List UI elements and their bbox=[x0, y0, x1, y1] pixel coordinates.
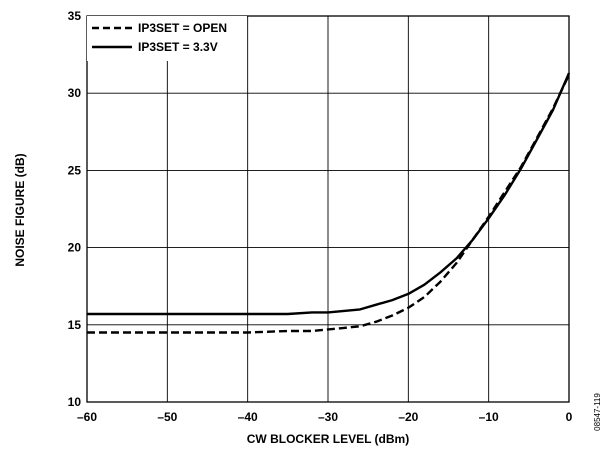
x-tick-label: –10 bbox=[479, 410, 499, 424]
x-tick-labels: –60 –50 –40 –30 –20 –10 0 bbox=[77, 410, 573, 424]
grid bbox=[87, 16, 569, 402]
legend-label-3v3: IP3SET = 3.3V bbox=[138, 40, 218, 54]
y-axis-title: NOISE FIGURE (dB) bbox=[13, 153, 27, 266]
plot-frame bbox=[86, 15, 570, 403]
y-tick-label: 10 bbox=[68, 395, 82, 409]
y-tick-label: 30 bbox=[68, 86, 82, 100]
figure-id: 08547-119 bbox=[593, 393, 602, 431]
series-line-3v3 bbox=[87, 72, 571, 316]
x-tick-label: –20 bbox=[398, 410, 418, 424]
y-tick-label: 20 bbox=[68, 241, 82, 255]
y-tick-label: 35 bbox=[68, 9, 82, 23]
x-axis-title: CW BLOCKER LEVEL (dBm) bbox=[247, 432, 409, 446]
legend-box bbox=[87, 16, 247, 61]
y-tick-labels: 10 15 20 25 30 35 bbox=[68, 9, 82, 409]
x-tick-label: –50 bbox=[157, 410, 177, 424]
x-tick-label: –60 bbox=[77, 410, 97, 424]
x-tick-label: –30 bbox=[318, 410, 338, 424]
legend: IP3SET = OPEN IP3SET = 3.3V bbox=[87, 16, 247, 61]
x-tick-label: 0 bbox=[566, 410, 573, 424]
legend-label-open: IP3SET = OPEN bbox=[138, 21, 227, 35]
series-line-open bbox=[87, 74, 571, 334]
series-lines bbox=[87, 72, 571, 334]
y-tick-label: 15 bbox=[68, 318, 82, 332]
y-tick-label: 25 bbox=[68, 163, 82, 177]
x-tick-label: –40 bbox=[238, 410, 258, 424]
